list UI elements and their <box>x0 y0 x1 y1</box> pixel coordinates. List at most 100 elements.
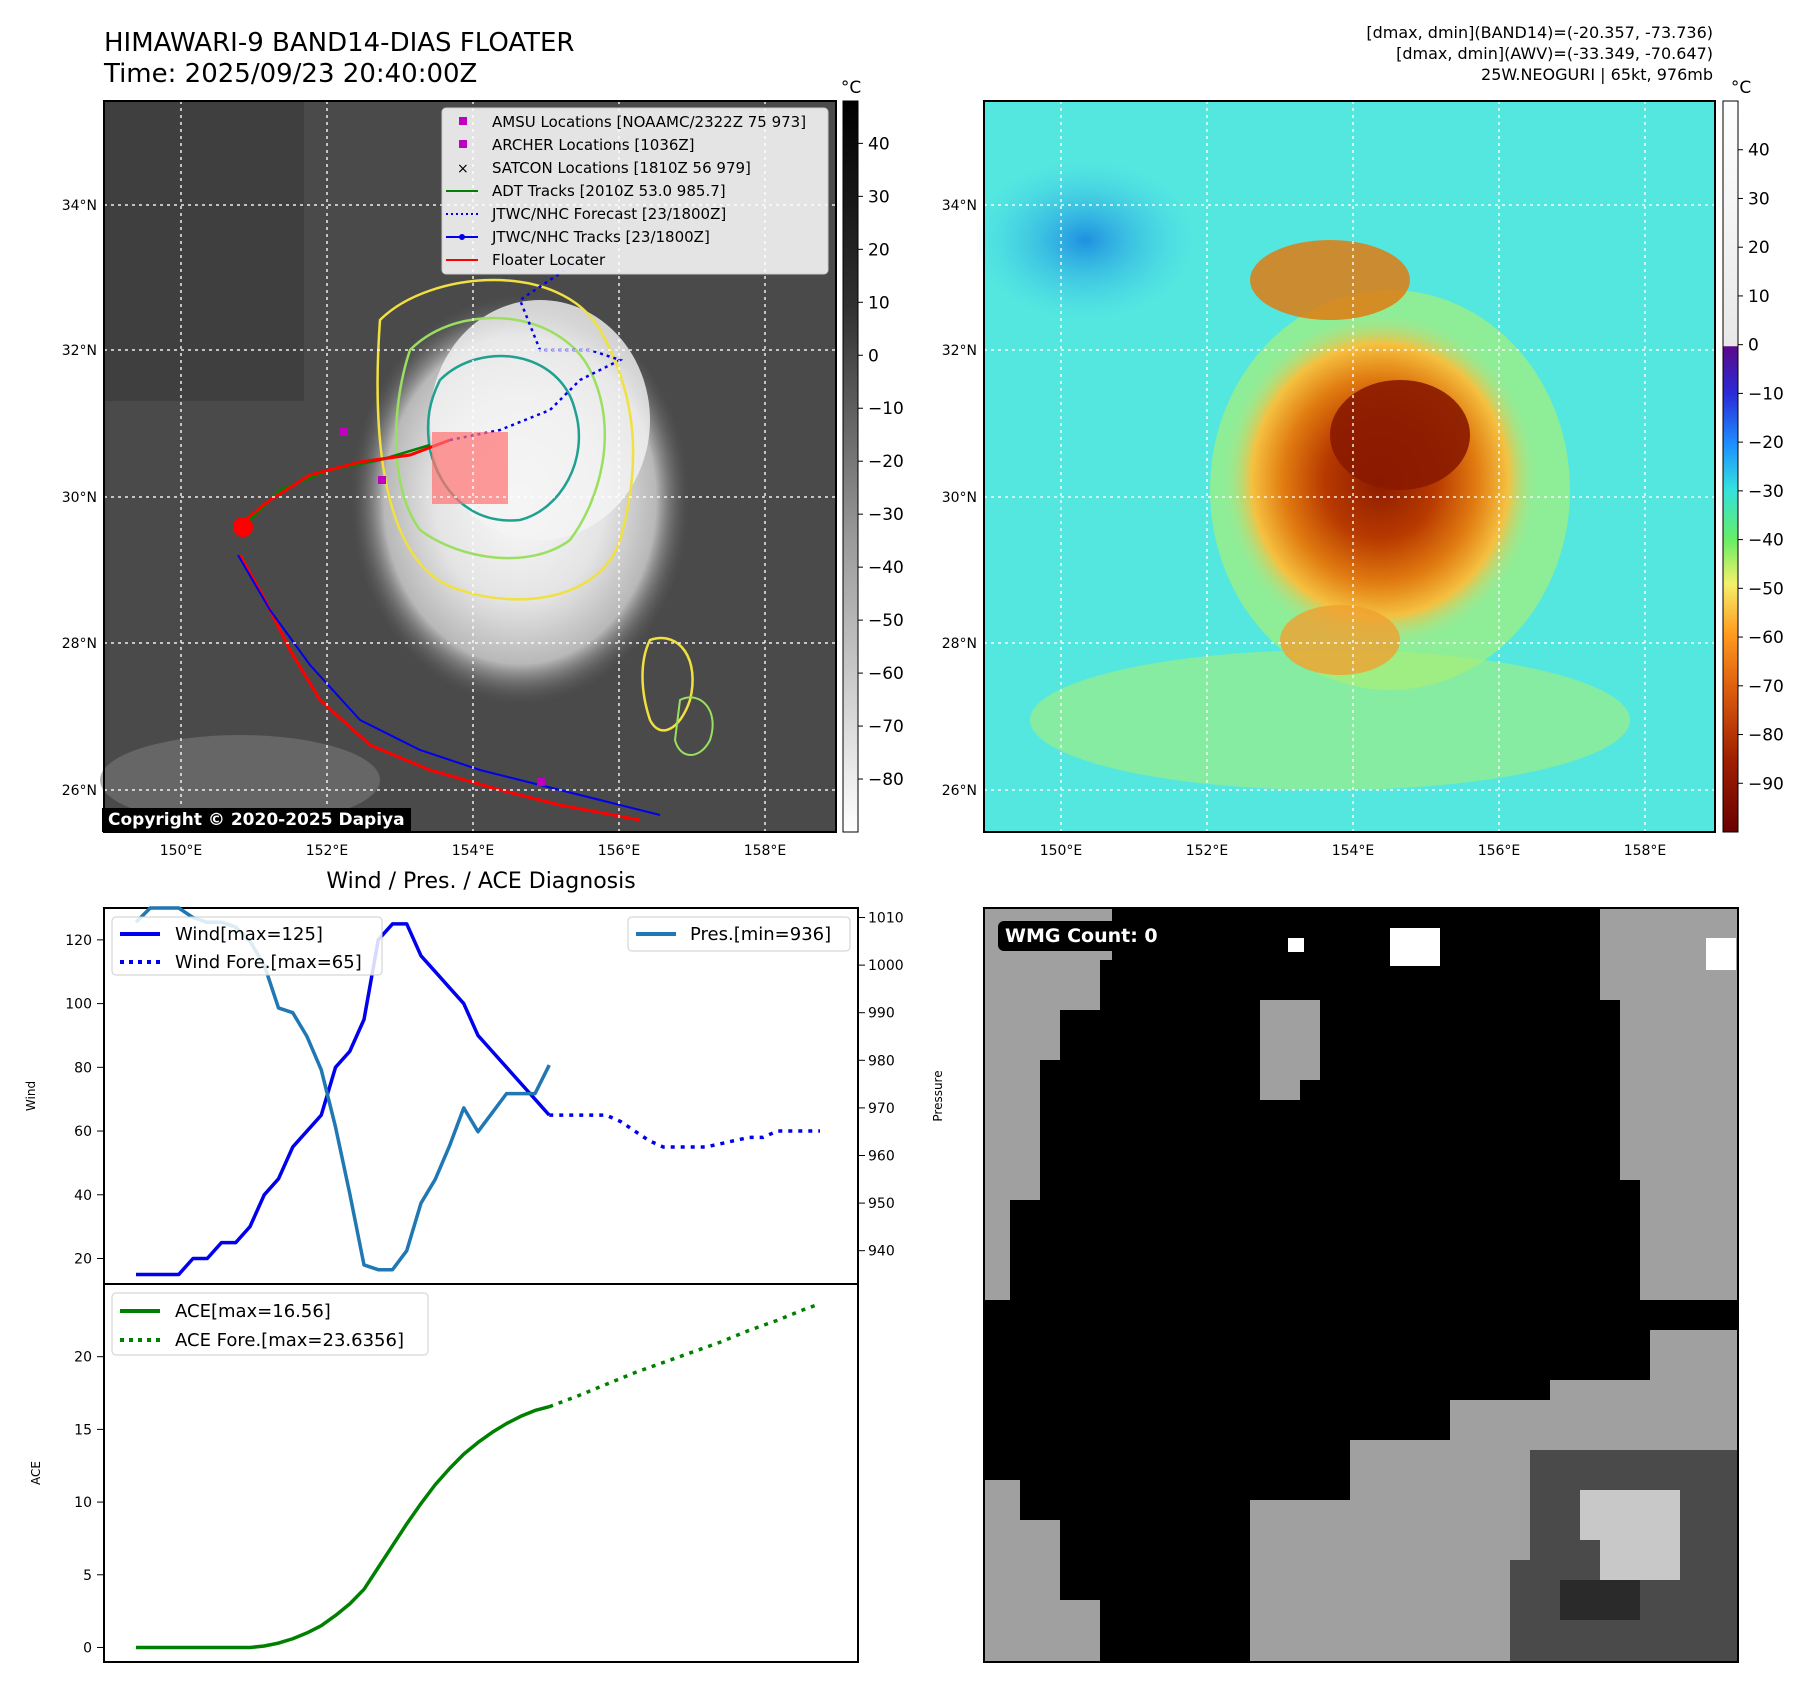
right-tick-label: 940 <box>868 1244 895 1260</box>
y-tick-label: 20 <box>74 1252 92 1268</box>
awv-colorbar-tick-label: 30 <box>1748 189 1770 209</box>
awv-lon-150: 150°E <box>1040 843 1083 859</box>
awv-colorbar-ticks: 40 30 20 10 0 −10 −20 −30 −40 −50 −60 −70 −80 −90 <box>1738 141 1784 794</box>
info-line-3: 25W.NEOGURI | 65kt, 976mb <box>1481 65 1713 84</box>
awv-colorbar-tick-label: −30 <box>1748 482 1784 502</box>
y-tick-label: 15 <box>74 1422 92 1438</box>
ir-colorbar-tick-label: 0 <box>868 346 879 366</box>
pressure-axis-label: Pressure <box>931 1070 945 1121</box>
y-tick-label: 80 <box>74 1060 92 1076</box>
y-tick-label: 5 <box>83 1568 92 1584</box>
awv-colorbar-tick-label: −70 <box>1748 677 1784 697</box>
ir-colorbar-tick-label: −10 <box>868 399 904 419</box>
wmg-panel <box>983 907 1739 1663</box>
y-tick-label: 20 <box>74 1350 92 1366</box>
ir-colorbar-tick-label: −40 <box>868 558 904 578</box>
ir-colorbar-tick-label: −60 <box>868 664 904 684</box>
awv-lat-26: 26°N <box>942 783 977 799</box>
ir-map-panel: 34°N 32°N 30°N 28°N 26°N 150°E 152°E 154… <box>62 78 904 859</box>
awv-colorbar-tick-label: 40 <box>1748 141 1770 161</box>
awv-colorbar-tick-label: 10 <box>1748 287 1770 307</box>
right-tick-label: 950 <box>868 1196 895 1212</box>
wmg-frame <box>983 907 1739 1663</box>
legend-label-satcon: SATCON Locations [1810Z 56 979] <box>492 159 751 177</box>
jtwc-track <box>237 554 661 816</box>
ace-series-group <box>136 1302 821 1650</box>
floater-locater-track <box>244 438 451 522</box>
y-tick-label: 100 <box>65 997 92 1013</box>
ir-lon-156: 156°E <box>598 843 641 859</box>
ir-colorbar-tick-label: 20 <box>868 240 890 260</box>
ir-colorbar-tick-label: −50 <box>868 611 904 631</box>
awv-lon-158: 158°E <box>1624 843 1667 859</box>
legend-label-ace: ACE[max=16.56] <box>175 1301 331 1322</box>
awv-gridlines <box>984 101 1715 832</box>
wmg-count-badge: WMG Count: 0 <box>998 921 1165 951</box>
ir-colorbar-tick-label: 30 <box>868 187 890 207</box>
legend-marker-archer <box>459 140 467 148</box>
legend-marker-satcon: × <box>457 161 469 177</box>
title-line-2: Time: 2025/09/23 20:40:00Z <box>103 59 477 89</box>
series-line-wind-fore- <box>549 1113 820 1149</box>
ir-colorbar-tick-label: 40 <box>868 134 890 154</box>
awv-colorbar-tick-label: −60 <box>1748 628 1784 648</box>
awv-colorbar-tick-label: −20 <box>1748 433 1784 453</box>
legend-label-pres: Pres.[min=936] <box>690 924 831 945</box>
legend-label-ace-fore: ACE Fore.[max=23.6356] <box>175 1330 404 1351</box>
ir-lat-34: 34°N <box>62 198 97 214</box>
ace-chart: ACE 0 5 10 15 20 ACE[max=16.56] ACE Fore.[ma… <box>29 1283 859 1663</box>
right-tick-label: 990 <box>868 1006 895 1022</box>
awv-lon-152: 152°E <box>1186 843 1229 859</box>
wind-yticks: 20 40 60 80 100 120 <box>65 933 104 1268</box>
pressure-yticks: 940 950 960 970 980 990 1000 1010 <box>858 911 904 1260</box>
awv-lat-30: 30°N <box>942 490 977 506</box>
ir-contour-yellow <box>376 278 635 601</box>
awv-lon-154: 154°E <box>1332 843 1375 859</box>
ir-lon-158: 158°E <box>744 843 787 859</box>
legend-label-amsu: AMSU Locations [NOAAMC/2322Z 75 973] <box>492 113 806 131</box>
awv-colorbar-tick-label: −90 <box>1748 774 1784 794</box>
right-tick-label: 1000 <box>868 958 904 974</box>
awv-map-panel: 34°N 32°N 30°N 28°N 26°N 150°E 152°E 154… <box>942 78 1784 859</box>
awv-colorbar-unit: °C <box>1731 78 1751 98</box>
diagnosis-chart: Wind / Pres. / ACE Diagnosis Wind Pressu… <box>24 869 945 1285</box>
ir-colorbar-tick-label: −20 <box>868 452 904 472</box>
copyright-badge: Copyright © 2020-2025 Dapiya <box>102 808 411 832</box>
jtwc-forecast <box>449 258 624 442</box>
legend-label-wind: Wind[max=125] <box>175 924 323 945</box>
ir-colorbar <box>842 100 859 833</box>
ir-lat-30: 30°N <box>62 490 97 506</box>
series-line-ace <box>136 1405 550 1650</box>
legend-label-floater: Floater Locater <box>492 251 606 269</box>
ir-lon-154: 154°E <box>452 843 495 859</box>
awv-colorbar-tick-label: −10 <box>1748 384 1784 404</box>
awv-colorbar-tick-label: 0 <box>1748 336 1759 356</box>
ir-legend: AMSU Locations [NOAAMC/2322Z 75 973] ARC… <box>441 107 829 275</box>
y-tick-label: 40 <box>74 1188 92 1204</box>
awv-colorbar-tick-label: −40 <box>1748 531 1784 551</box>
y-tick-label: 0 <box>83 1640 92 1656</box>
right-tick-label: 1010 <box>868 911 904 927</box>
awv-colorbar <box>1722 100 1739 833</box>
y-tick-label: 10 <box>74 1495 92 1511</box>
series-line-ace-fore- <box>548 1302 821 1409</box>
ir-lat-32: 32°N <box>62 343 97 359</box>
ir-lat-26: 26°N <box>62 783 97 799</box>
ace-axis-label: ACE <box>29 1461 43 1485</box>
y-tick-label: 60 <box>74 1124 92 1140</box>
right-tick-label: 970 <box>868 1101 895 1117</box>
ir-colorbar-unit: °C <box>841 78 861 98</box>
legend-label-archer: ARCHER Locations [1036Z] <box>492 136 695 154</box>
info-line-1: [dmax, dmin](BAND14)=(-20.357, -73.736) <box>1366 23 1713 42</box>
right-tick-label: 980 <box>868 1053 895 1069</box>
awv-colorbar-tick-label: −50 <box>1748 579 1784 599</box>
floater-box <box>432 432 508 504</box>
awv-map-frame <box>983 100 1716 833</box>
ir-colorbar-ticks: 40 30 20 10 0 −10 −20 −30 −40 −50 −60 −70 −80 <box>858 134 904 790</box>
ir-colorbar-tick-label: −30 <box>868 505 904 525</box>
ir-colorbar-tick-label: 10 <box>868 293 890 313</box>
ir-map-frame <box>103 100 837 833</box>
awv-colorbar-tick-label: 20 <box>1748 238 1770 258</box>
awv-dry-region <box>975 160 1195 320</box>
